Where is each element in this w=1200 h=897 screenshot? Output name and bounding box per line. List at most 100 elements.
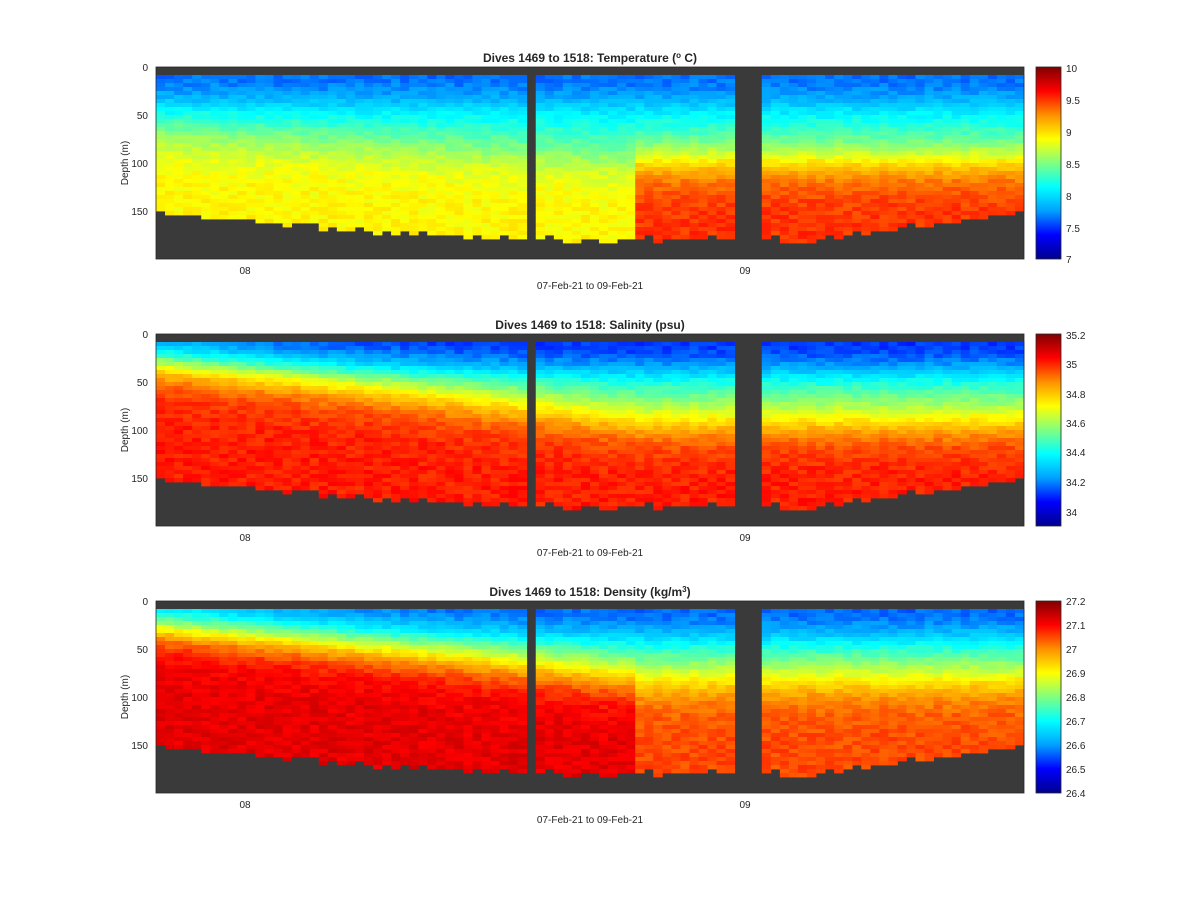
heatmap-cell bbox=[336, 490, 347, 495]
heatmap-cell bbox=[761, 199, 772, 204]
heatmap-cell bbox=[499, 127, 510, 132]
heatmap-cell bbox=[472, 179, 482, 184]
heatmap-cell bbox=[517, 127, 528, 132]
heatmap-cell bbox=[870, 151, 880, 156]
heatmap-cell bbox=[879, 191, 889, 196]
heatmap-cell bbox=[544, 163, 555, 168]
heatmap-cell bbox=[219, 131, 229, 136]
heatmap-cell bbox=[382, 179, 392, 184]
heatmap-cell bbox=[897, 179, 907, 184]
heatmap-cell bbox=[662, 207, 672, 212]
heatmap-cell bbox=[617, 207, 627, 212]
heatmap-cell bbox=[816, 147, 826, 152]
heatmap-cell bbox=[544, 207, 555, 212]
heatmap-cell bbox=[1005, 91, 1016, 96]
heatmap-cell bbox=[373, 342, 383, 347]
heatmap-cell bbox=[183, 103, 193, 108]
heatmap-cell bbox=[391, 103, 401, 108]
heatmap-cell bbox=[924, 143, 934, 148]
heatmap-cell bbox=[779, 215, 790, 220]
heatmap-cell bbox=[192, 434, 202, 439]
heatmap-cell bbox=[246, 195, 256, 200]
heatmap-cell bbox=[987, 95, 998, 100]
heatmap-cell bbox=[291, 115, 302, 120]
heatmap-cell bbox=[228, 75, 238, 80]
heatmap-cell bbox=[309, 418, 320, 423]
heatmap-cell bbox=[951, 107, 962, 112]
heatmap-cell bbox=[517, 139, 528, 144]
heatmap-cell bbox=[942, 183, 953, 188]
heatmap-cell bbox=[282, 211, 293, 216]
heatmap-cell bbox=[427, 231, 437, 236]
heatmap-cell bbox=[391, 115, 401, 120]
heatmap-cell bbox=[987, 83, 998, 88]
heatmap-cell bbox=[228, 123, 238, 128]
heatmap-cell bbox=[363, 195, 374, 200]
heatmap-cell bbox=[716, 131, 727, 136]
heatmap-cell bbox=[174, 402, 184, 407]
heatmap-cell bbox=[336, 159, 347, 164]
heatmap-cell bbox=[300, 438, 311, 443]
heatmap-cell bbox=[300, 103, 311, 108]
heatmap-cell bbox=[246, 394, 256, 399]
heatmap-cell bbox=[418, 95, 428, 100]
heatmap-cell bbox=[653, 183, 663, 188]
heatmap-cell bbox=[300, 358, 311, 363]
heatmap-cell bbox=[336, 223, 347, 228]
heatmap-cell bbox=[590, 207, 600, 212]
heatmap-cell bbox=[228, 378, 238, 383]
heatmap-cell bbox=[825, 147, 835, 152]
heatmap-cell bbox=[707, 151, 717, 156]
heatmap-cell bbox=[183, 107, 193, 112]
heatmap-cell bbox=[264, 398, 274, 403]
heatmap-cell bbox=[689, 215, 699, 220]
heatmap-cell bbox=[327, 422, 338, 427]
heatmap-cell bbox=[300, 219, 311, 224]
heatmap-cell bbox=[463, 454, 473, 459]
heatmap-cell bbox=[354, 175, 365, 180]
heatmap-cell bbox=[535, 199, 546, 204]
heatmap-cell bbox=[580, 203, 591, 208]
heatmap-cell bbox=[508, 99, 519, 104]
heatmap-cell bbox=[427, 446, 437, 451]
heatmap-cell bbox=[788, 143, 799, 148]
heatmap-cell bbox=[951, 115, 962, 120]
heatmap-cell bbox=[499, 151, 510, 156]
heatmap-cell bbox=[273, 127, 283, 132]
heatmap-cell bbox=[978, 191, 989, 196]
heatmap-cell bbox=[960, 87, 971, 92]
heatmap-cell bbox=[879, 207, 889, 212]
heatmap-cell bbox=[174, 458, 184, 463]
heatmap-cell bbox=[264, 406, 274, 411]
heatmap-cell bbox=[454, 167, 464, 172]
heatmap-cell bbox=[571, 115, 582, 120]
heatmap-cell bbox=[255, 394, 265, 399]
heatmap-cell bbox=[617, 91, 627, 96]
heatmap-cell bbox=[535, 131, 546, 136]
heatmap-cell bbox=[210, 406, 220, 411]
heatmap-cell bbox=[770, 199, 781, 204]
heatmap-cell bbox=[834, 103, 844, 108]
heatmap-cell bbox=[770, 195, 781, 200]
heatmap-cell bbox=[942, 147, 953, 152]
heatmap-cell bbox=[219, 187, 229, 192]
heatmap-cell bbox=[1014, 139, 1025, 144]
heatmap-cell bbox=[363, 83, 374, 88]
heatmap-cell bbox=[770, 135, 781, 140]
heatmap-cell bbox=[264, 167, 274, 172]
heatmap-cell bbox=[996, 211, 1007, 216]
heatmap-cell bbox=[201, 131, 211, 136]
heatmap-cell bbox=[770, 119, 781, 124]
heatmap-cell bbox=[463, 163, 473, 168]
heatmap-cell bbox=[427, 430, 437, 435]
heatmap-cell bbox=[680, 99, 690, 104]
heatmap-cell bbox=[336, 91, 347, 96]
heatmap-cell bbox=[255, 390, 265, 395]
heatmap-cell bbox=[535, 223, 546, 228]
heatmap-cell bbox=[391, 107, 401, 112]
heatmap-cell bbox=[400, 442, 410, 447]
heatmap-cell bbox=[409, 79, 419, 84]
heatmap-cell bbox=[255, 450, 265, 455]
heatmap-cell bbox=[309, 470, 320, 475]
heatmap-cell bbox=[436, 119, 446, 124]
